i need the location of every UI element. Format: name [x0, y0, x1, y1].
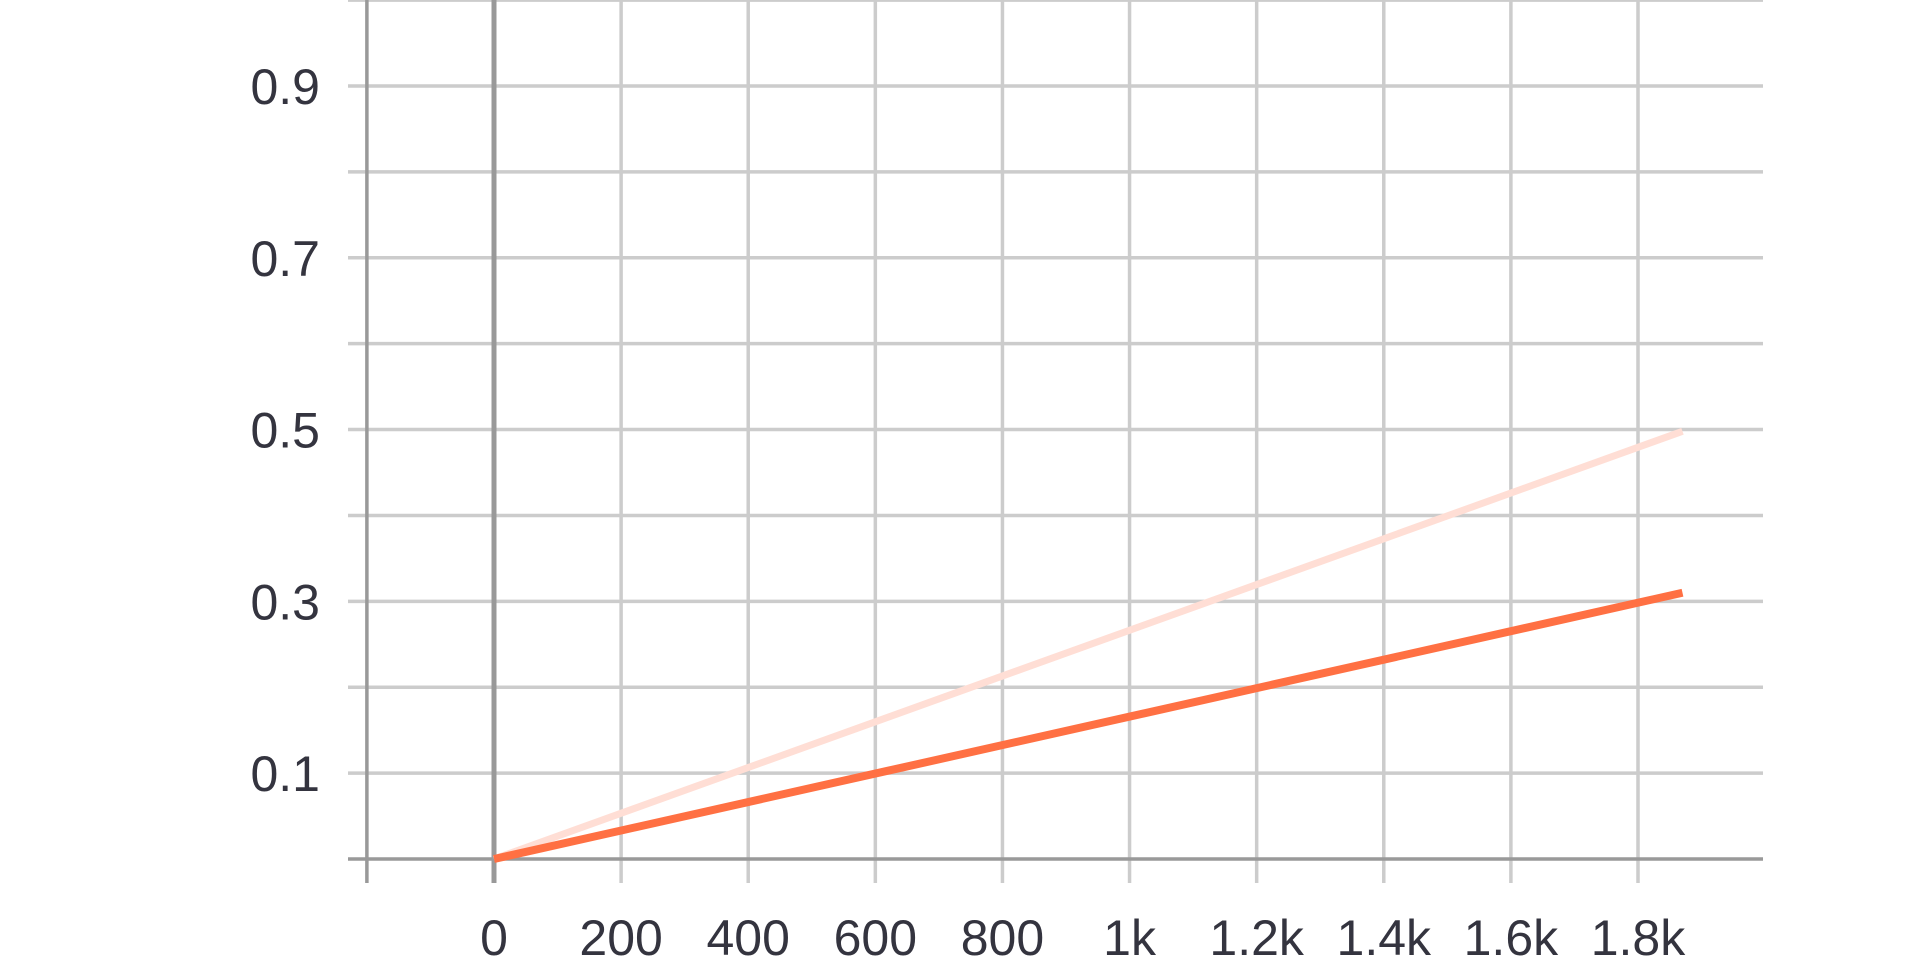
x-axis-tick-labels: 0 200 400 600 800 1k 1.2k 1.4k 1.6k 1.8k	[480, 910, 1686, 966]
x-tick-label: 1.6k	[1464, 910, 1560, 966]
axes	[348, 0, 1763, 883]
x-tick-label: 600	[834, 910, 917, 966]
grid	[348, 0, 1763, 883]
x-tick-label: 1.4k	[1337, 910, 1433, 966]
x-tick-label: 1.8k	[1591, 910, 1687, 966]
y-axis-tick-labels: 0.1 0.3 0.5 0.7 0.9	[250, 59, 320, 802]
x-tick-label: 1k	[1103, 910, 1157, 966]
y-tick-label: 0.5	[250, 403, 320, 459]
y-tick-label: 0.7	[250, 231, 320, 287]
x-tick-label: 1.2k	[1209, 910, 1305, 966]
x-tick-label: 400	[707, 910, 790, 966]
series-line-1	[493, 588, 1684, 863]
y-tick-label: 0.9	[250, 59, 320, 115]
x-tick-label: 0	[480, 910, 508, 966]
y-tick-label: 0.3	[250, 574, 320, 630]
y-tick-label: 0.1	[250, 746, 320, 802]
series-line-0	[492, 427, 1684, 863]
x-tick-label: 200	[579, 910, 662, 966]
series-lines	[492, 427, 1684, 863]
x-tick-label: 800	[961, 910, 1044, 966]
